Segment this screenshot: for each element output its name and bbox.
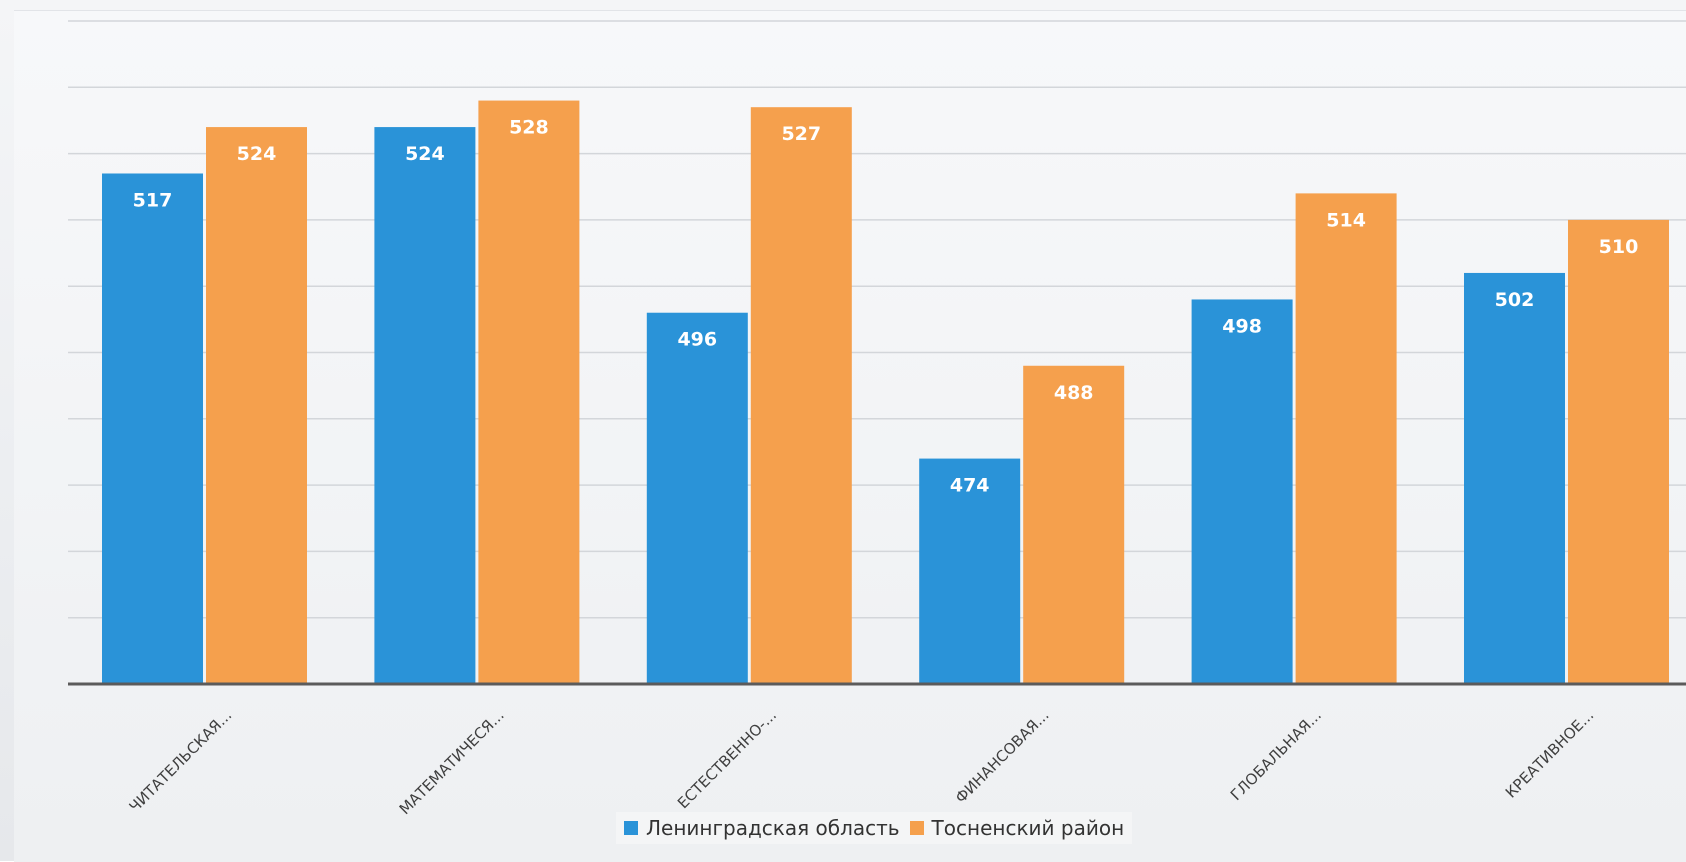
x-tick-label-6: КРЕАТИВНОЕ... [1502, 706, 1597, 801]
x-tick-label-4: ФИНАНСОВАЯ... [952, 706, 1053, 807]
data-label-series-1-cat-4: 474 [950, 475, 990, 497]
bar-series-2-cat-6 [1568, 219, 1669, 684]
x-tick-label-5: ГЛОБАЛЬНАЯ... [1227, 706, 1325, 804]
bar-series-1-cat-1 [102, 173, 203, 685]
data-label-series-2-cat-4: 488 [1054, 382, 1094, 404]
data-label-series-1-cat-2: 524 [405, 143, 445, 165]
legend-swatch-series-2 [909, 821, 924, 835]
bar-series-2-cat-2 [478, 100, 580, 684]
bar-series-1-cat-5 [1191, 299, 1293, 684]
data-label-series-1-cat-5: 498 [1222, 315, 1262, 337]
legend-item-series-1: Ленинградская область [624, 816, 900, 840]
legend-swatch-series-1 [624, 821, 638, 835]
data-label-series-1-cat-3: 496 [677, 329, 717, 351]
data-label-series-2-cat-2: 528 [509, 117, 549, 139]
bar-series-1-cat-3 [646, 312, 748, 684]
bar-series-1-cat-6 [1464, 272, 1565, 684]
legend-label-series-1: Ленинградская область [646, 816, 900, 840]
data-labels: 517 524 524 528 496 527 474 488 498 514 502 510 [133, 117, 1639, 497]
bar-series-1-cat-2 [374, 127, 476, 684]
data-label-series-1-cat-6: 502 [1495, 289, 1535, 311]
data-label-series-2-cat-3: 527 [781, 123, 821, 145]
data-label-series-1-cat-1: 517 [133, 189, 173, 211]
bars [102, 100, 1669, 685]
legend-item-series-2: Тосненский район [909, 816, 1125, 840]
bar-series-2-cat-4 [1023, 365, 1125, 684]
data-label-series-2-cat-5: 514 [1326, 209, 1366, 231]
bar-series-2-cat-5 [1295, 193, 1397, 684]
x-tick-label-2: МАТЕМАТИЧЕСЯ... [396, 706, 508, 818]
legend: Ленинградская область Тосненский район [616, 812, 1133, 844]
bar-series-2-cat-3 [750, 107, 852, 684]
bar-series-1-cat-4 [919, 458, 1021, 684]
x-tick-label-3: ЕСТЕСТВЕННО-... [674, 706, 780, 812]
x-axis-tick-labels: ЧИТАТЕЛЬСКАЯ... МАТЕМАТИЧЕСЯ... ЕСТЕСТВЕНН… [126, 706, 1598, 818]
bar-series-2-cat-1 [206, 127, 307, 684]
legend-label-series-2: Тосненский район [931, 816, 1125, 840]
gridlines [68, 20, 1686, 619]
data-label-series-2-cat-6: 510 [1599, 236, 1639, 258]
x-tick-label-1: ЧИТАТЕЛЬСКАЯ... [126, 706, 236, 816]
data-label-series-2-cat-1: 524 [237, 143, 277, 165]
